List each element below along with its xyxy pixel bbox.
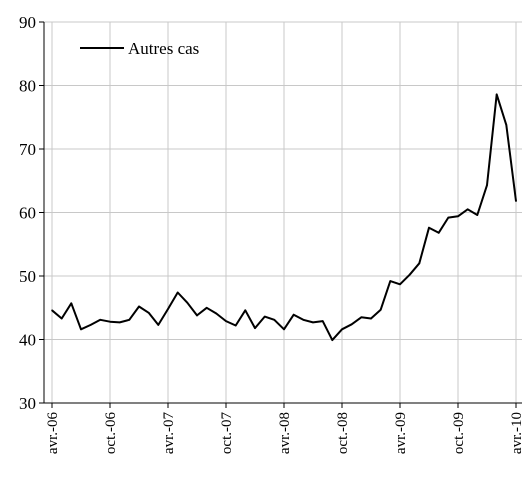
data-point — [176, 291, 179, 294]
data-point — [408, 273, 411, 276]
axes: 30 40 50 60 70 80 90 avr.-06 oct.-06 avr.-07 oct.-… — [19, 13, 525, 454]
data-point — [428, 226, 430, 229]
data-point — [283, 328, 285, 331]
y-tick-label: 70 — [19, 140, 36, 159]
data-point — [244, 309, 247, 312]
x-tick-label: avr.-09 — [393, 412, 409, 454]
data-point — [70, 302, 73, 305]
y-tick-label: 30 — [19, 394, 36, 413]
data-point — [273, 319, 276, 321]
data-point — [399, 283, 401, 286]
data-point — [370, 317, 372, 320]
series-layer — [51, 93, 517, 342]
data-point — [292, 313, 295, 316]
data-point — [312, 321, 314, 324]
data-point — [147, 312, 150, 314]
data-point — [89, 324, 92, 326]
y-tick-label: 60 — [19, 204, 36, 223]
data-point — [486, 184, 488, 186]
data-point — [515, 200, 517, 202]
data-point — [379, 308, 382, 311]
data-point — [167, 308, 169, 310]
y-tick-label: 40 — [19, 331, 36, 350]
y-tick-label: 50 — [19, 267, 36, 286]
data-point — [437, 232, 440, 234]
data-point — [225, 320, 227, 322]
data-point — [234, 324, 237, 327]
x-tick-label: avr.-10 — [509, 412, 525, 454]
data-point — [60, 317, 63, 320]
y-tick-label: 90 — [19, 13, 36, 32]
data-point — [495, 93, 498, 96]
data-point — [418, 262, 421, 265]
x-tick-label: avr.-07 — [161, 412, 177, 455]
legend: Autres cas — [80, 39, 199, 58]
x-tick-label: oct.-06 — [103, 412, 119, 455]
data-point — [263, 315, 266, 318]
data-point — [466, 208, 469, 211]
data-point — [215, 312, 218, 315]
x-tick-label: avr.-06 — [45, 412, 61, 455]
data-point — [331, 339, 334, 341]
data-point — [118, 321, 121, 324]
data-point — [505, 124, 508, 126]
data-point — [447, 216, 450, 219]
data-point — [389, 280, 392, 282]
data-point — [128, 319, 131, 321]
data-point — [360, 316, 363, 319]
data-point — [157, 324, 160, 326]
data-point — [350, 323, 353, 326]
x-tick-label: oct.-09 — [451, 412, 467, 454]
x-tick-label: oct.-07 — [219, 412, 235, 455]
gridlines — [44, 21, 522, 403]
y-tick-label: 80 — [19, 77, 36, 96]
data-point — [457, 215, 459, 218]
data-point — [341, 328, 343, 331]
data-point — [51, 309, 53, 312]
data-point — [80, 328, 82, 331]
data-point — [476, 214, 479, 216]
data-point — [109, 320, 111, 323]
x-tick-label: oct.-08 — [335, 412, 351, 454]
data-point — [99, 319, 102, 321]
data-point — [302, 319, 305, 321]
legend-label: Autres cas — [128, 39, 199, 58]
data-point — [254, 327, 256, 329]
data-point — [186, 301, 189, 304]
data-point — [321, 320, 324, 322]
data-point — [138, 305, 140, 308]
data-point — [205, 306, 208, 309]
x-tick-label: avr.-08 — [277, 412, 293, 454]
data-point — [196, 314, 198, 317]
